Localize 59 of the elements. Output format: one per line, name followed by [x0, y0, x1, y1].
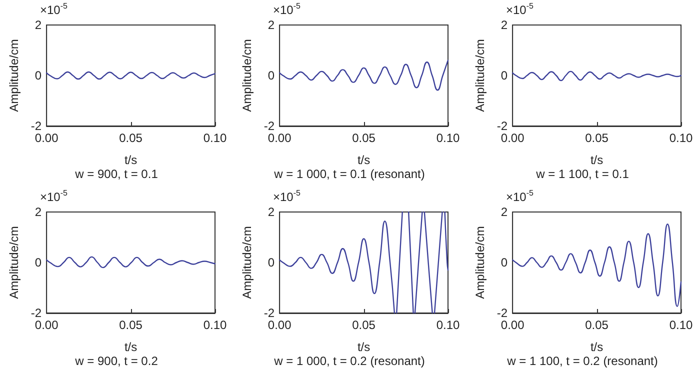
text: w = 1 100, t = 0.2 (resonant): [506, 354, 658, 368]
x-tick-label: 0.05: [585, 131, 609, 145]
y-tick-label: 2: [34, 205, 42, 219]
text: w = 900, t = 0.1: [74, 167, 158, 181]
y-tick-label: 0: [34, 68, 42, 82]
y-tick-label: -2: [30, 306, 42, 320]
x-tick-label: 0.00: [268, 131, 292, 145]
x-tick-label: 0.10: [669, 131, 693, 145]
line-series: [512, 70, 682, 82]
y-tick-label: 2: [268, 205, 275, 219]
x-tick-label: 0.10: [436, 318, 460, 332]
y-tick-label: 0: [500, 68, 508, 82]
line-series: [46, 256, 216, 268]
x-tick-label: 0.05: [119, 318, 143, 332]
x-tick-label: 0.10: [203, 318, 227, 332]
x-tick-label: 0.10: [203, 131, 227, 145]
y-tick-label: 0: [500, 256, 508, 270]
x-tick-label: 0.00: [34, 318, 59, 332]
text: w = 1 100, t = 0.1: [535, 167, 630, 181]
y-tick-label: -2: [264, 306, 275, 320]
y-axis-title: Amplitude/cm: [240, 226, 254, 299]
x-tick-label: 0.05: [352, 131, 376, 145]
y-tick-label: 2: [500, 18, 508, 32]
y-tick-label: 2: [268, 18, 275, 32]
y-tick-label: -2: [30, 119, 42, 133]
y-axis-title: Amplitude/cm: [7, 39, 21, 112]
x-axis-title: t/s: [124, 153, 138, 167]
x-tick-label: 0.00: [500, 131, 525, 145]
text: w = 1 000, t = 0.2 (resonant): [273, 354, 425, 368]
x-axis-title: t/s: [357, 340, 370, 354]
y-axis-title: Amplitude/cm: [240, 39, 254, 112]
x-tick-label: 0.00: [500, 318, 525, 332]
text: w = 900, t = 0.2: [74, 354, 158, 368]
y-tick-label: 0: [268, 256, 275, 270]
y-tick-label: -2: [496, 119, 508, 133]
y-axis-title: Amplitude/cm: [473, 226, 487, 299]
text: w = 1 000, t = 0.1 (resonant): [273, 167, 425, 181]
x-tick-label: 0.00: [34, 131, 59, 145]
y-tick-label: 2: [34, 18, 42, 32]
y-axis-title: Amplitude/cm: [7, 226, 21, 299]
line-series: [278, 60, 449, 91]
x-axis-title: t/s: [124, 340, 138, 354]
y-axis-title: Amplitude/cm: [473, 39, 487, 112]
x-tick-label: 0.05: [585, 318, 609, 332]
x-axis-title: t/s: [590, 340, 604, 354]
x-axis-title: t/s: [590, 153, 604, 167]
line-series: [46, 71, 216, 80]
y-tick-label: 0: [34, 256, 42, 270]
x-tick-label: 0.10: [669, 318, 693, 332]
x-tick-label: 0.00: [268, 318, 292, 332]
x-tick-label: 0.05: [119, 131, 143, 145]
x-axis-title: t/s: [357, 153, 370, 167]
y-tick-label: 2: [500, 205, 508, 219]
line-series: [512, 224, 682, 308]
x-tick-label: 0.10: [436, 131, 460, 145]
y-tick-label: -2: [264, 119, 275, 133]
y-tick-label: 0: [268, 68, 275, 82]
y-tick-label: -2: [496, 306, 508, 320]
x-tick-label: 0.05: [352, 318, 376, 332]
